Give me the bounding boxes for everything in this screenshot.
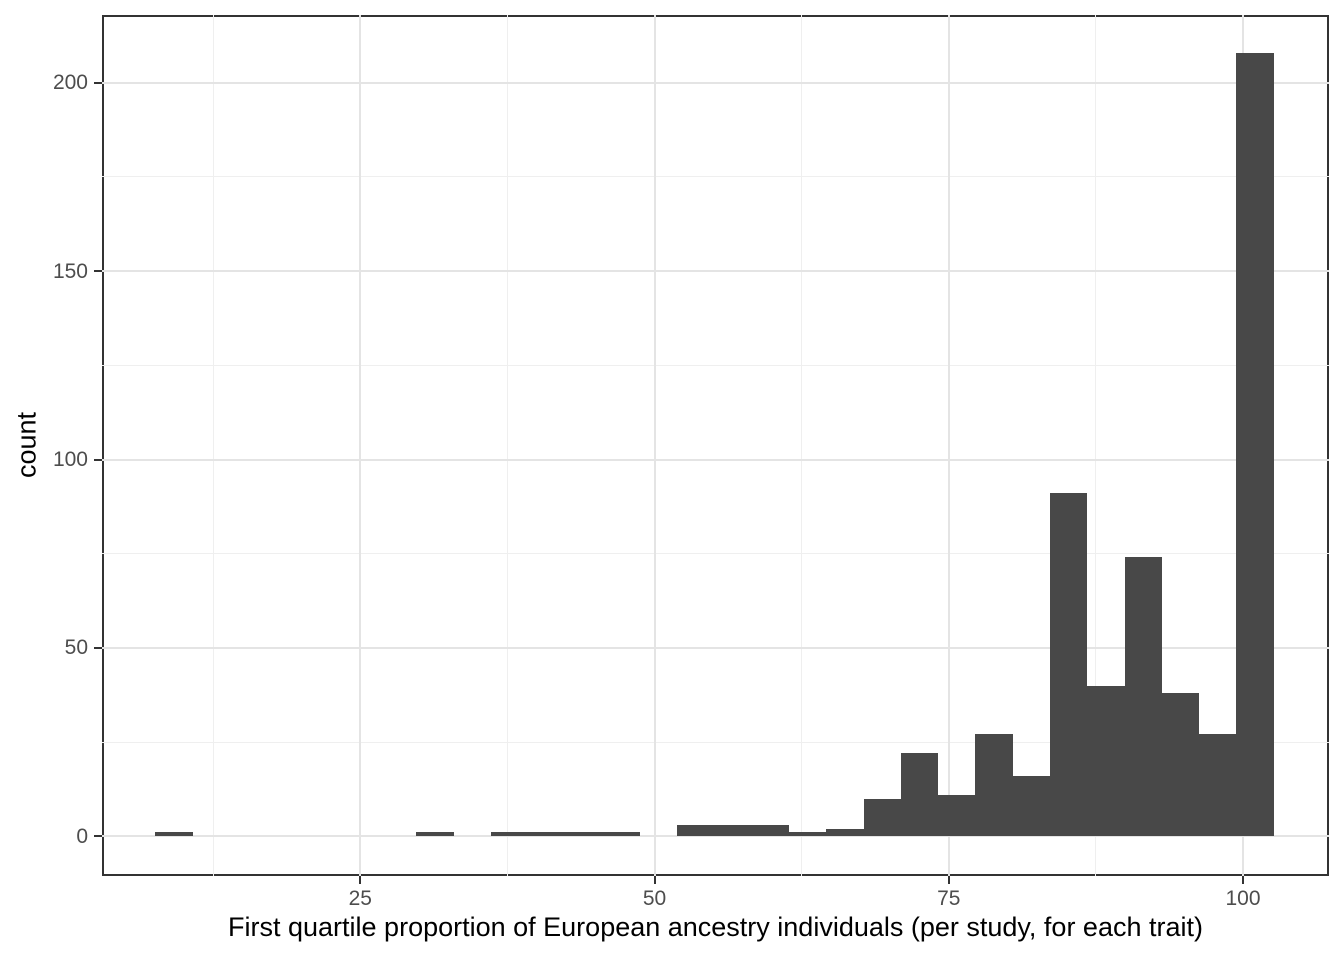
x-tick-label: 75 — [937, 887, 961, 910]
x-minor-gridline — [212, 15, 214, 876]
histogram-bar — [789, 832, 827, 837]
histogram-bar — [1236, 52, 1274, 837]
y-major-gridline — [102, 458, 1329, 461]
x-tick-mark — [947, 876, 950, 884]
x-major-gridline — [653, 15, 656, 876]
x-tick-label: 100 — [1225, 887, 1261, 910]
x-tick-label: 25 — [348, 887, 372, 910]
histogram-bar — [900, 753, 939, 837]
x-major-gridline — [947, 15, 950, 876]
histogram-bar — [1199, 734, 1237, 837]
y-major-gridline — [102, 81, 1329, 84]
y-minor-gridline — [102, 741, 1329, 743]
y-tick-mark — [94, 81, 102, 84]
x-tick-label: 50 — [642, 887, 667, 910]
x-axis-title: First quartile proportion of European an… — [228, 912, 1203, 942]
y-tick-label: 100 — [52, 448, 88, 471]
y-minor-gridline — [102, 553, 1329, 555]
y-tick-label: 150 — [52, 259, 88, 283]
y-tick-label: 0 — [76, 824, 88, 848]
y-major-gridline — [102, 646, 1329, 649]
histogram-bar — [826, 828, 864, 837]
histogram-bar — [677, 824, 715, 837]
histogram-bar — [975, 734, 1013, 837]
histogram-bar — [528, 832, 566, 837]
x-minor-gridline — [506, 15, 508, 876]
x-tick-mark — [653, 876, 656, 884]
histogram-bar — [602, 832, 640, 837]
plot-panel — [102, 15, 1329, 876]
x-major-gridline — [359, 15, 362, 876]
y-minor-gridline — [102, 364, 1329, 366]
y-tick-label: 200 — [52, 71, 88, 95]
histogram-bar — [416, 832, 454, 837]
histogram-bar — [1087, 685, 1125, 837]
histogram-bar — [863, 798, 901, 837]
x-tick-mark — [1242, 876, 1244, 884]
x-tick-mark — [359, 876, 362, 884]
y-tick-mark — [94, 835, 102, 838]
y-tick-mark — [94, 270, 102, 273]
y-major-gridline — [102, 835, 1329, 838]
histogram-bar — [155, 832, 193, 837]
y-axis-title: count — [11, 411, 42, 479]
histogram-bar — [938, 794, 976, 837]
x-minor-gridline — [1095, 15, 1097, 876]
y-tick-mark — [94, 646, 102, 649]
histogram-bar — [1124, 557, 1162, 837]
histogram-bar — [1012, 775, 1050, 837]
histogram-bar — [490, 832, 529, 837]
y-tick-mark — [94, 458, 102, 461]
y-minor-gridline — [102, 176, 1329, 178]
histogram-bar — [565, 832, 603, 837]
histogram-bar — [751, 824, 790, 837]
histogram-bar — [1049, 493, 1088, 837]
x-minor-gridline — [801, 15, 803, 876]
histogram-bar — [714, 824, 752, 837]
y-tick-label: 50 — [64, 636, 88, 660]
y-major-gridline — [102, 270, 1329, 273]
histogram-bar — [1161, 693, 1200, 837]
